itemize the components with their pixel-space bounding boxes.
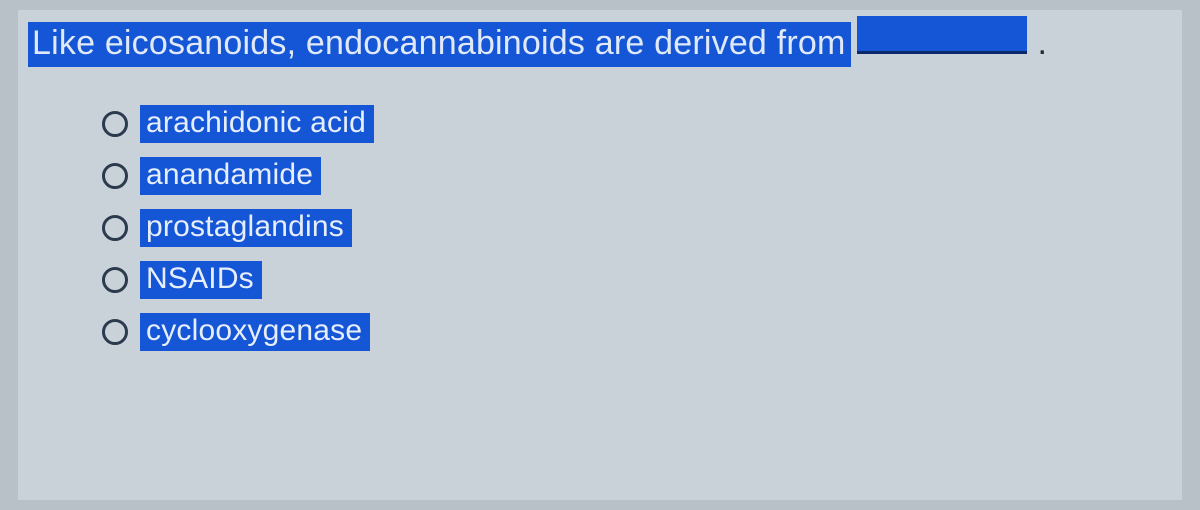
fill-in-blank <box>857 16 1027 54</box>
option-row[interactable]: arachidonic acid <box>102 105 1172 143</box>
option-row[interactable]: cyclooxygenase <box>102 313 1172 351</box>
option-label[interactable]: NSAIDs <box>140 261 262 299</box>
question-panel: Like eicosanoids, endocannabinoids are d… <box>18 10 1182 500</box>
radio-icon[interactable] <box>102 111 128 137</box>
radio-icon[interactable] <box>102 215 128 241</box>
option-label[interactable]: cyclooxygenase <box>140 313 370 351</box>
option-row[interactable]: anandamide <box>102 157 1172 195</box>
options-group: arachidonic acid anandamide prostaglandi… <box>102 105 1172 351</box>
option-row[interactable]: NSAIDs <box>102 261 1172 299</box>
radio-icon[interactable] <box>102 163 128 189</box>
radio-icon[interactable] <box>102 319 128 345</box>
trailing-period: . <box>1037 24 1046 63</box>
question-stem: Like eicosanoids, endocannabinoids are d… <box>28 22 851 67</box>
option-label[interactable]: arachidonic acid <box>140 105 374 143</box>
option-label[interactable]: prostaglandins <box>140 209 352 247</box>
option-label[interactable]: anandamide <box>140 157 321 195</box>
question-stem-line: Like eicosanoids, endocannabinoids are d… <box>28 16 1047 67</box>
radio-icon[interactable] <box>102 267 128 293</box>
option-row[interactable]: prostaglandins <box>102 209 1172 247</box>
